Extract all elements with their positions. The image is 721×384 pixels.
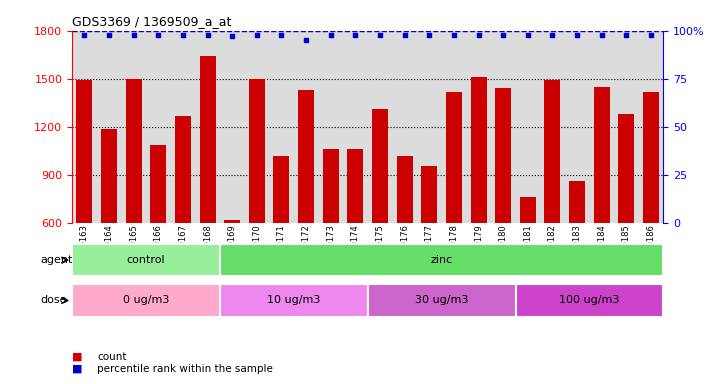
Bar xyxy=(175,116,191,223)
Bar xyxy=(125,79,142,223)
Text: count: count xyxy=(97,352,127,362)
Point xyxy=(128,31,139,38)
Text: GDS3369 / 1369509_a_at: GDS3369 / 1369509_a_at xyxy=(72,15,231,28)
Point xyxy=(571,31,583,38)
Point xyxy=(103,31,115,38)
Text: 0 ug/m3: 0 ug/m3 xyxy=(123,295,169,306)
Bar xyxy=(593,87,610,223)
Bar xyxy=(220,284,368,317)
Bar xyxy=(150,145,167,223)
Point xyxy=(596,31,608,38)
Bar xyxy=(516,284,663,317)
Point xyxy=(202,31,213,38)
Bar xyxy=(249,79,265,223)
Bar xyxy=(544,80,560,223)
Text: control: control xyxy=(127,255,165,265)
Bar xyxy=(273,156,290,223)
Text: agent: agent xyxy=(40,255,72,265)
Bar xyxy=(101,129,117,223)
Point xyxy=(350,31,361,38)
Point xyxy=(153,31,164,38)
Bar xyxy=(397,156,412,223)
Bar xyxy=(372,109,388,223)
Point xyxy=(275,31,287,38)
Point xyxy=(301,37,312,43)
Bar xyxy=(224,220,240,223)
Text: ■: ■ xyxy=(72,352,83,362)
Point xyxy=(645,31,657,38)
Bar xyxy=(76,80,92,223)
Bar xyxy=(298,90,314,223)
Point xyxy=(473,31,485,38)
Point xyxy=(497,31,509,38)
Text: dose: dose xyxy=(40,295,66,306)
Bar xyxy=(220,244,663,276)
Point xyxy=(399,31,410,38)
Text: ■: ■ xyxy=(72,364,83,374)
Bar xyxy=(368,284,516,317)
Point xyxy=(547,31,558,38)
Bar xyxy=(200,56,216,223)
Bar xyxy=(323,149,339,223)
Point xyxy=(177,31,189,38)
Text: percentile rank within the sample: percentile rank within the sample xyxy=(97,364,273,374)
Point xyxy=(226,33,238,40)
Bar xyxy=(643,91,659,223)
Bar xyxy=(348,149,363,223)
Bar xyxy=(471,77,487,223)
Point xyxy=(522,31,534,38)
Text: 10 ug/m3: 10 ug/m3 xyxy=(267,295,321,306)
Text: zinc: zinc xyxy=(430,255,453,265)
Bar xyxy=(421,166,438,223)
Point xyxy=(423,31,435,38)
Bar xyxy=(569,181,585,223)
Text: 100 ug/m3: 100 ug/m3 xyxy=(559,295,619,306)
Bar xyxy=(495,88,511,223)
Bar xyxy=(72,244,220,276)
Bar xyxy=(619,114,634,223)
Bar xyxy=(446,91,462,223)
Text: 30 ug/m3: 30 ug/m3 xyxy=(415,295,469,306)
Bar xyxy=(520,197,536,223)
Point xyxy=(79,31,90,38)
Point xyxy=(621,31,632,38)
Point xyxy=(251,31,262,38)
Point xyxy=(374,31,386,38)
Bar xyxy=(72,284,220,317)
Point xyxy=(448,31,460,38)
Point xyxy=(325,31,337,38)
